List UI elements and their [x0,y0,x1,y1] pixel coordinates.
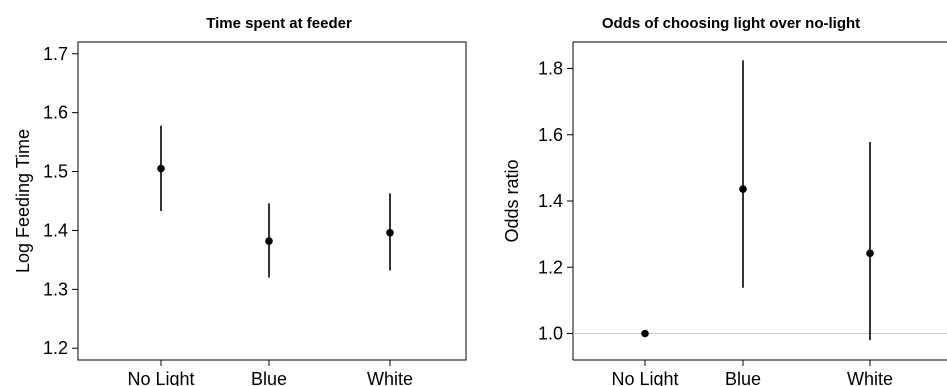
data-point [739,185,747,193]
data-point [866,249,874,258]
y-tick-label: 1.4 [43,220,68,240]
panel-2-marks [641,60,874,341]
panel-1-x-ticks: No Light Blue White [127,360,413,386]
x-tick-label: No Light [611,369,678,386]
data-point [386,229,394,237]
panel-1-y-ticks: 1.2 1.3 1.4 1.5 1.6 1.7 [43,44,78,358]
panel-2-title: Odds of choosing light over no-light [602,15,860,32]
panel-1-marks [157,125,394,278]
y-tick-label: 1.2 [538,257,563,277]
y-tick-label: 1.6 [538,125,563,145]
panel-feeding-time: Time spent at feeder Log Feeding Time 1.… [13,15,467,386]
y-tick-label: 1.4 [538,191,563,211]
y-tick-label: 1.6 [43,103,68,123]
panel-2-x-ticks: No Light Blue White [611,360,893,386]
x-tick-label: White [847,369,893,386]
y-tick-label: 1.8 [538,59,563,79]
data-point [157,164,165,173]
y-tick-label: 1.7 [43,44,68,64]
data-point [265,237,273,245]
panel-1-plot-frame [77,41,467,361]
y-tick-label: 1.2 [43,338,68,358]
x-tick-label: White [367,369,413,386]
panel-1-title: Time spent at feeder [206,15,352,32]
x-tick-label: Blue [251,369,287,386]
panel-2-y-ticks: 1.0 1.2 1.4 1.6 1.8 [538,59,573,344]
panel-odds-ratio: Odds of choosing light over no-light Odd… [502,15,947,386]
x-tick-label: Blue [725,369,761,386]
x-tick-label: No Light [127,369,194,386]
y-tick-label: 1.3 [43,279,68,299]
panel-2-y-axis-label: Odds ratio [502,159,522,242]
y-tick-label: 1.5 [43,162,68,182]
data-point [641,329,649,338]
y-tick-label: 1.0 [538,324,563,344]
panel-1-y-axis-label: Log Feeding Time [13,129,33,273]
